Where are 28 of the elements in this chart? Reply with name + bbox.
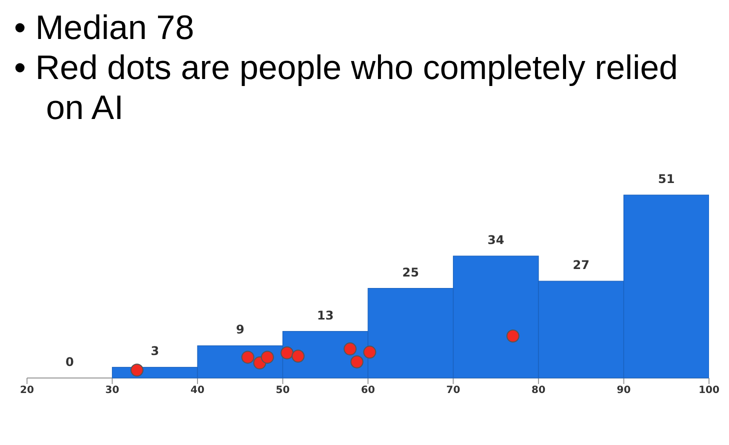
data-label: 9 xyxy=(236,322,244,337)
data-label: 51 xyxy=(658,172,675,186)
data-label: 27 xyxy=(572,258,590,272)
x-tick-label: 50 xyxy=(276,385,290,396)
x-tick-label: 20 xyxy=(20,385,34,396)
data-label: 13 xyxy=(317,308,334,322)
data-label: 0 xyxy=(65,355,74,369)
point xyxy=(350,355,364,368)
point xyxy=(130,364,144,377)
data-label: 3 xyxy=(150,344,160,358)
text: • Red dots are people who completely relied on AI xyxy=(14,48,679,128)
point xyxy=(344,342,357,356)
point xyxy=(260,350,274,364)
point xyxy=(280,346,294,360)
x-tick-label: 30 xyxy=(105,385,120,396)
point xyxy=(506,330,520,343)
x-tick-label: 90 xyxy=(616,385,631,396)
point xyxy=(292,350,305,363)
data-label: 34 xyxy=(488,233,504,247)
x-tick-label: 70 xyxy=(446,385,460,396)
point xyxy=(241,350,254,364)
text: • Median 78 xyxy=(14,8,196,48)
x-tick-label: 40 xyxy=(190,385,204,396)
point xyxy=(363,346,376,359)
x-tick-label: 80 xyxy=(532,385,546,396)
x-tick-label: 100 xyxy=(698,385,720,396)
x-tick-label: 60 xyxy=(361,385,375,396)
data-label: 25 xyxy=(402,265,419,280)
